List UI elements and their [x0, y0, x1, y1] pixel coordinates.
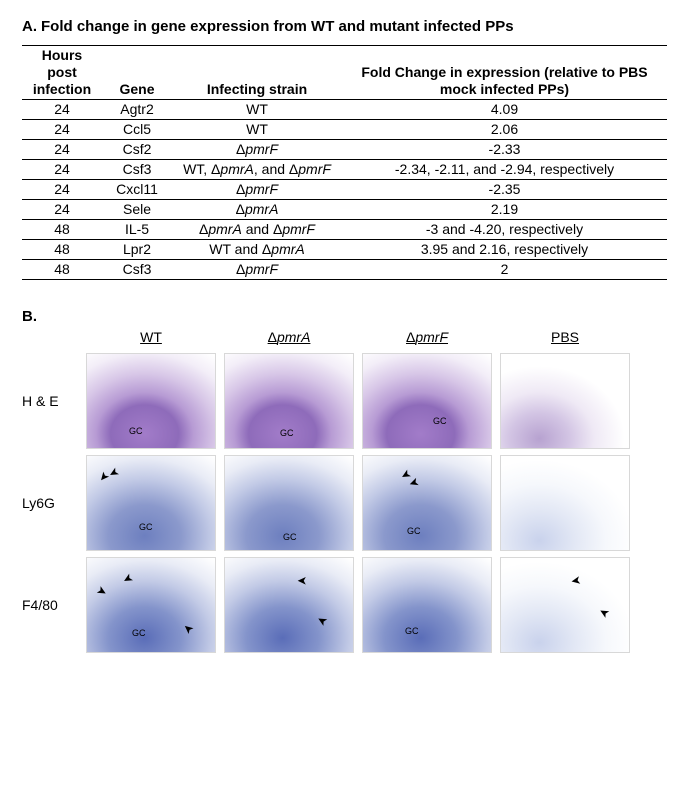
histology-thumb: GC: [224, 353, 354, 449]
thumb-bg: [363, 558, 491, 652]
cell-hours: 24: [22, 180, 102, 200]
grid-col-header: ΔpmrF: [362, 329, 492, 347]
cell-gene: Sele: [102, 200, 172, 220]
histology-thumb: [500, 455, 630, 551]
table-row: 24Csf2ΔpmrF-2.33: [22, 140, 667, 160]
histology-thumb: GC: [224, 455, 354, 551]
thumb-bg: [225, 558, 353, 652]
thumb-bg: [501, 456, 629, 550]
cell-gene: IL-5: [102, 220, 172, 240]
cell-fc: -2.33: [342, 140, 667, 160]
expression-table: Hours post infection Gene Infecting stra…: [22, 45, 667, 280]
histology-thumb: [500, 353, 630, 449]
thumb-bg: [87, 354, 215, 448]
table-row: 24SeleΔpmrA2.19: [22, 200, 667, 220]
cell-hours: 24: [22, 140, 102, 160]
table-row: 48Csf3ΔpmrF2: [22, 260, 667, 280]
thumb-bg: [225, 456, 353, 550]
cell-fc: -2.35: [342, 180, 667, 200]
cell-strain: WT: [172, 100, 342, 120]
histology-thumb: ➤➤: [500, 557, 630, 653]
grid-col-header: WT: [86, 329, 216, 347]
thumb-bg: [501, 354, 629, 448]
histology-grid: WTΔpmrAΔpmrFPBSH & EGCGCGCLy6GGC➤➤GCGC➤➤…: [22, 329, 675, 653]
cell-strain: WT, ΔpmrA, and ΔpmrF: [172, 160, 342, 180]
cell-hours: 48: [22, 240, 102, 260]
cell-hours: 24: [22, 120, 102, 140]
histology-thumb: ➤➤: [224, 557, 354, 653]
grid-row-label: F4/80: [22, 597, 78, 613]
table-row: 24Cxcl11ΔpmrF-2.35: [22, 180, 667, 200]
cell-gene: Csf3: [102, 260, 172, 280]
histology-thumb: GC➤➤: [86, 455, 216, 551]
histology-thumb: GC: [86, 353, 216, 449]
thumb-bg: [363, 456, 491, 550]
cell-gene: Lpr2: [102, 240, 172, 260]
cell-fc: -3 and -4.20, respectively: [342, 220, 667, 240]
cell-gene: Agtr2: [102, 100, 172, 120]
cell-strain: ΔpmrF: [172, 260, 342, 280]
grid-col-header: PBS: [500, 329, 630, 347]
col-header-fc: Fold Change in expression (relative to P…: [342, 46, 667, 100]
panel-a-title: A.Fold change in gene expression from WT…: [22, 18, 675, 35]
table-row: 24Csf3WT, ΔpmrA, and ΔpmrF-2.34, -2.11, …: [22, 160, 667, 180]
table-row: 48IL-5ΔpmrA and ΔpmrF-3 and -4.20, respe…: [22, 220, 667, 240]
table-row: 24Agtr2WT4.09: [22, 100, 667, 120]
cell-gene: Cxcl11: [102, 180, 172, 200]
table-body: 24Agtr2WT4.0924Ccl5WT2.0624Csf2ΔpmrF-2.3…: [22, 100, 667, 280]
cell-fc: 2.19: [342, 200, 667, 220]
cell-fc: 3.95 and 2.16, respectively: [342, 240, 667, 260]
cell-gene: Csf3: [102, 160, 172, 180]
cell-hours: 48: [22, 220, 102, 240]
histology-thumb: GC: [362, 557, 492, 653]
cell-gene: Ccl5: [102, 120, 172, 140]
cell-gene: Csf2: [102, 140, 172, 160]
col-header-strain: Infecting strain: [172, 46, 342, 100]
cell-strain: WT: [172, 120, 342, 140]
cell-hours: 24: [22, 100, 102, 120]
thumb-bg: [501, 558, 629, 652]
histology-thumb: GC➤➤➤: [86, 557, 216, 653]
thumb-bg: [87, 456, 215, 550]
panel-b: B. WTΔpmrAΔpmrFPBSH & EGCGCGCLy6GGC➤➤GCG…: [22, 308, 675, 653]
cell-strain: ΔpmrA: [172, 200, 342, 220]
col-header-gene: Gene: [102, 46, 172, 100]
panel-a-letter: A.: [22, 18, 37, 35]
figure-root: A.Fold change in gene expression from WT…: [0, 0, 697, 673]
cell-hours: 24: [22, 200, 102, 220]
cell-fc: -2.34, -2.11, and -2.94, respectively: [342, 160, 667, 180]
cell-strain: ΔpmrF: [172, 180, 342, 200]
table-header-row: Hours post infection Gene Infecting stra…: [22, 46, 667, 100]
panel-b-letter: B.: [22, 308, 675, 325]
cell-fc: 2.06: [342, 120, 667, 140]
cell-strain: ΔpmrA and ΔpmrF: [172, 220, 342, 240]
cell-fc: 2: [342, 260, 667, 280]
table-row: 24Ccl5WT2.06: [22, 120, 667, 140]
cell-hours: 48: [22, 260, 102, 280]
table-row: 48Lpr2WT and ΔpmrA3.95 and 2.16, respect…: [22, 240, 667, 260]
grid-row-label: H & E: [22, 393, 78, 409]
histology-thumb: GC: [362, 353, 492, 449]
cell-strain: ΔpmrF: [172, 140, 342, 160]
col-header-hours: Hours post infection: [22, 46, 102, 100]
cell-strain: WT and ΔpmrA: [172, 240, 342, 260]
panel-a-title-text: Fold change in gene expression from WT a…: [41, 18, 514, 35]
thumb-bg: [225, 354, 353, 448]
cell-hours: 24: [22, 160, 102, 180]
grid-row-label: Ly6G: [22, 495, 78, 511]
cell-fc: 4.09: [342, 100, 667, 120]
thumb-bg: [87, 558, 215, 652]
thumb-bg: [363, 354, 491, 448]
histology-thumb: GC➤➤: [362, 455, 492, 551]
grid-col-header: ΔpmrA: [224, 329, 354, 347]
